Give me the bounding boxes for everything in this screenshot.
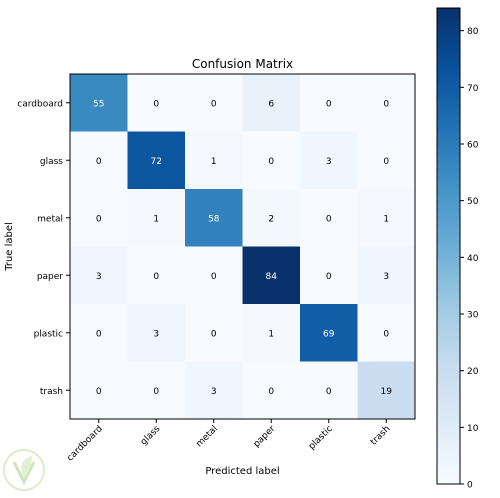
cell-value-label: 0	[326, 387, 332, 397]
cell-value-label: 3	[153, 329, 159, 339]
cell-value-label: 1	[383, 214, 389, 224]
cell-value-label: 3	[96, 272, 102, 282]
heatmap-cell	[185, 131, 243, 190]
cell-value-label: 0	[96, 214, 102, 224]
y-tick-label: paper	[37, 272, 63, 282]
cell-value-label: 3	[383, 272, 389, 282]
heatmap-cell	[242, 189, 301, 247]
cell-value-label: 2	[268, 214, 274, 224]
heatmap-cell	[300, 361, 358, 420]
cell-value-label: 0	[383, 99, 389, 109]
y-tick-label: trash	[40, 387, 63, 397]
heatmap-cell	[127, 246, 186, 305]
heatmap-cell	[300, 189, 358, 247]
heatmap-cell	[357, 246, 416, 305]
colorbar-tick-label: 0	[467, 481, 473, 491]
cell-value-label: 1	[268, 329, 274, 339]
cell-value-label: 69	[323, 329, 335, 339]
heatmap-cell	[300, 304, 358, 362]
cell-value-label: 3	[211, 387, 217, 397]
colorbar-tick-label: 20	[467, 367, 479, 377]
colorbar-tick-label: 10	[467, 424, 479, 434]
cell-value-label: 84	[266, 272, 278, 282]
colorbar-ticks: 0 10 20 30 40 50 60 70 80	[460, 27, 479, 491]
heatmap-cell	[357, 74, 416, 132]
heatmap-cell	[70, 304, 128, 362]
cell-value-label: 0	[326, 214, 332, 224]
heatmap-cell	[242, 361, 301, 420]
cell-value-label: 0	[268, 157, 274, 167]
heatmap-cell	[70, 131, 128, 190]
heatmap-cell	[185, 361, 243, 420]
heatmap-cell	[127, 361, 186, 420]
y-axis-ticks: cardboard glass metal paper plastic trash	[17, 99, 70, 397]
colorbar-tick-label: 70	[467, 84, 479, 94]
heatmap-cell	[300, 74, 358, 132]
heatmap-cell	[357, 361, 416, 420]
cell-value-label: 0	[326, 272, 332, 282]
y-tick-label: plastic	[34, 329, 63, 339]
chart-title: Confusion Matrix	[192, 57, 293, 71]
heatmap-cell	[242, 304, 301, 362]
heatmap-cell	[127, 189, 186, 247]
cell-value-label: 0	[383, 157, 389, 167]
cell-value-label: 0	[383, 329, 389, 339]
heatmap-cell	[357, 304, 416, 362]
cell-value-label: 0	[211, 272, 217, 282]
heatmap-cell	[242, 74, 301, 132]
cell-value-label: 0	[326, 99, 332, 109]
cell-value-label: 0	[153, 387, 159, 397]
cell-value-label: 55	[93, 99, 104, 109]
cell-value-label: 0	[268, 387, 274, 397]
colorbar-tick-label: 30	[467, 311, 479, 321]
cell-value-labels: 55 0 0 6 0 0 0 72 1 0 3 0 0 1 58 2 0 1 3 0 0 84 0 3 0 3 0 1 69 0 0 0 3 0 0…	[93, 99, 392, 397]
heatmap-cell	[70, 361, 128, 420]
cell-value-label: 0	[96, 157, 102, 167]
heatmap-cell	[300, 131, 358, 190]
colorbar-tick-label: 80	[467, 27, 479, 37]
plot-frame	[69, 73, 416, 420]
colorbar	[436, 7, 461, 485]
watermark-logo	[3, 449, 45, 491]
heatmap-cell	[185, 74, 243, 132]
heatmap-cell	[357, 131, 416, 190]
heatmap-cell	[185, 246, 243, 305]
heatmap-cell	[300, 246, 358, 305]
cell-value-label: 0	[211, 329, 217, 339]
y-tick-label: glass	[40, 157, 63, 167]
heatmap-cell	[127, 304, 186, 362]
heatmap-cell	[242, 131, 301, 190]
heatmap-cell	[185, 304, 243, 362]
cell-value-label: 6	[268, 99, 274, 109]
cell-value-label: 3	[326, 157, 332, 167]
heatmap-cell	[127, 74, 186, 132]
cell-value-label: 58	[208, 214, 220, 224]
cell-value-label: 19	[381, 387, 393, 397]
y-tick-label: cardboard	[17, 99, 63, 109]
cell-value-label: 0	[153, 99, 159, 109]
x-axis-label: Predicted label	[205, 466, 279, 477]
cell-value-label: 0	[211, 99, 217, 109]
heatmap-cell	[357, 189, 416, 247]
heatmap-cell	[70, 189, 128, 247]
heatmap-cell	[242, 246, 301, 305]
heatmap-cells	[70, 74, 416, 420]
cell-value-label: 1	[153, 214, 159, 224]
colorbar-tick-label: 50	[467, 197, 479, 207]
y-tick-label: metal	[37, 214, 63, 224]
y-axis-label: True label	[4, 222, 15, 272]
heatmap-cell	[185, 189, 243, 247]
cell-value-label: 0	[153, 272, 159, 282]
heatmap-cell	[127, 131, 186, 190]
cell-value-label: 0	[96, 329, 102, 339]
cell-value-label: 72	[151, 157, 162, 167]
colorbar-tick-label: 60	[467, 141, 479, 151]
colorbar-tick-label: 40	[467, 254, 479, 264]
heatmap-cell	[70, 246, 128, 305]
cell-value-label: 1	[211, 157, 217, 167]
heatmap-cell	[70, 74, 128, 132]
cell-value-label: 0	[96, 387, 102, 397]
